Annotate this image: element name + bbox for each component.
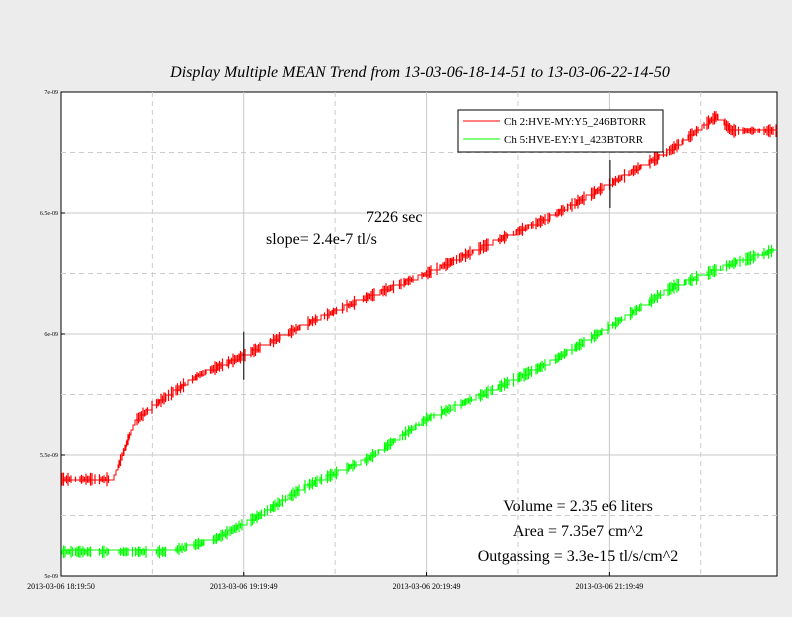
x-axis-ticks: 2013-03-06 18:19:50 2013-03-06 19:19:49 20… [27, 572, 643, 591]
x-tick-label: 2013-03-06 20:19:49 [393, 582, 461, 591]
legend: Ch 2:HVE-MY:Y5_246BTORR Ch 5:HVE-EY:Y1_4… [457, 109, 664, 153]
legend-box [457, 109, 664, 153]
legend-label-ch2: Ch 2:HVE-MY:Y5_246BTORR [504, 116, 647, 128]
y-tick-label: 7e-09 [44, 90, 58, 96]
y-tick-label: 6.5e-09 [40, 211, 58, 217]
series-ch2 [61, 111, 777, 487]
series-ch5 [61, 244, 777, 559]
x-tick-label: 2013-03-06 21:19:49 [575, 582, 643, 591]
series-layer [61, 111, 777, 559]
annotation-outgassing: Outgassing = 3.3e-15 tl/s/cm^2 [478, 548, 679, 565]
marker-layer [243, 159, 611, 380]
series-noise [61, 111, 777, 487]
x-tick-label: 2013-03-06 19:19:49 [210, 582, 278, 591]
annotation-area: Area = 7.35e7 cm^2 [513, 523, 643, 540]
series-noise [61, 244, 774, 559]
annotation-volume: Volume = 2.35 e6 liters [503, 498, 653, 515]
chart-title: Display Multiple MEAN Trend from 13-03-0… [169, 64, 670, 81]
y-tick-label: 5e-09 [44, 574, 58, 580]
legend-label-ch5: Ch 5:HVE-EY:Y1_423BTORR [504, 134, 644, 146]
y-tick-label: 5.5e-09 [40, 453, 58, 459]
x-tick-label: 2013-03-06 18:19:50 [27, 582, 95, 591]
y-axis-ticks: 5e-09 5.5e-09 6e-09 6.5e-09 7e-09 [40, 90, 65, 580]
y-tick-label: 6e-09 [44, 332, 58, 338]
annotation-interval: 7226 sec [366, 209, 422, 226]
annotation-slope: slope= 2.4e-7 tl/s [266, 231, 377, 248]
